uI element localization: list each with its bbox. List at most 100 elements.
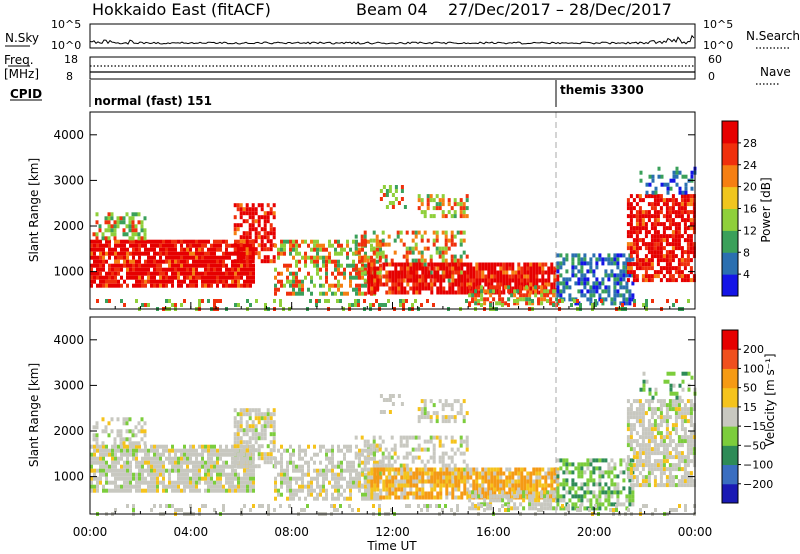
velocity-cell xyxy=(513,506,517,511)
velocity-cell xyxy=(372,439,376,444)
power-cell xyxy=(248,223,252,228)
velocity-cell xyxy=(219,464,222,469)
velocity-cell xyxy=(659,471,663,476)
power-cell xyxy=(349,283,352,288)
power-cell xyxy=(346,255,349,260)
power-cell xyxy=(180,279,183,284)
velocity-cell xyxy=(444,403,448,408)
power-cell xyxy=(177,271,180,276)
velocity-cell xyxy=(472,483,476,488)
velocity-cell xyxy=(274,496,277,501)
power-cell xyxy=(388,274,392,279)
velocity-cell xyxy=(546,494,550,499)
velocity-cell xyxy=(665,431,669,436)
nsearch-label: N.Search xyxy=(746,29,800,43)
velocity-cell xyxy=(421,475,425,480)
power-cell xyxy=(108,271,111,276)
velocity-cell xyxy=(653,467,657,472)
velocity-cell xyxy=(183,452,186,457)
velocity-cell xyxy=(529,487,533,492)
velocity-cell xyxy=(222,464,225,469)
power-cell xyxy=(132,267,135,272)
power-cell xyxy=(183,255,186,260)
power-cell xyxy=(650,206,654,211)
power-cell xyxy=(120,263,123,268)
power-cell xyxy=(204,263,207,268)
velocity-cell xyxy=(632,451,636,456)
power-cell xyxy=(427,262,431,267)
velocity-cell xyxy=(90,460,93,465)
power-cell xyxy=(93,247,96,252)
velocity-cell xyxy=(463,471,467,476)
velocity-cell xyxy=(233,444,237,449)
power-cell xyxy=(607,277,611,282)
velocity-cell xyxy=(565,466,569,471)
power-cell xyxy=(352,251,355,256)
velocity-cell xyxy=(367,448,370,453)
power-cell xyxy=(292,279,295,284)
velocity-cell xyxy=(589,458,593,463)
velocity-cell xyxy=(144,476,147,481)
velocity-cell xyxy=(659,479,663,484)
nsky-tick-top: 10^5 xyxy=(51,18,81,31)
velocity-cell xyxy=(489,506,493,511)
power-cell xyxy=(465,254,469,259)
velocity-cell xyxy=(147,464,150,469)
velocity-cell xyxy=(301,456,304,461)
power-cell xyxy=(489,285,493,290)
power-cell xyxy=(233,243,237,248)
velocity-cell xyxy=(104,425,108,430)
power-cell xyxy=(526,266,530,271)
velocity-cell xyxy=(251,460,255,465)
velocity-cell xyxy=(378,435,382,440)
power-cell xyxy=(213,243,216,248)
velocity-cell xyxy=(138,472,141,477)
power-cell xyxy=(379,189,383,193)
power-cell xyxy=(496,278,500,283)
power-cell xyxy=(665,198,669,203)
power-cell xyxy=(478,270,482,275)
power-cell xyxy=(370,278,374,283)
velocity-cell xyxy=(412,479,416,484)
power-cell xyxy=(150,259,153,264)
velocity-cell xyxy=(322,496,325,501)
power-cell xyxy=(237,267,240,272)
power-cell xyxy=(659,250,663,255)
power-cell xyxy=(385,290,389,295)
velocity-cell xyxy=(445,479,449,484)
velocity-cell xyxy=(501,490,505,495)
power-cell xyxy=(192,279,195,284)
velocity-cell xyxy=(319,492,322,497)
power-cell xyxy=(689,194,693,199)
power-cell xyxy=(668,226,672,231)
velocity-cell xyxy=(242,408,246,413)
power-cell xyxy=(138,263,141,268)
velocity-cell xyxy=(610,466,614,471)
power-cell xyxy=(234,267,237,272)
freq-tick-top: 18 xyxy=(64,53,78,66)
power-cell xyxy=(352,287,355,292)
velocity-cell xyxy=(528,494,532,499)
velocity-cell xyxy=(638,459,642,464)
velocity-cell xyxy=(225,464,228,469)
velocity-cell xyxy=(277,472,280,477)
power-cell xyxy=(143,228,147,233)
power-cell xyxy=(219,299,222,303)
power-cell xyxy=(463,274,467,279)
velocity-cell xyxy=(266,408,270,413)
power-cell xyxy=(418,266,422,271)
power-cell xyxy=(561,299,564,303)
velocity-cell xyxy=(436,479,440,484)
velocity-cell xyxy=(406,479,410,484)
velocity-cell xyxy=(638,407,642,412)
velocity-cell xyxy=(448,475,452,480)
power-cell xyxy=(165,259,168,264)
power-cell xyxy=(607,289,611,294)
power-cell xyxy=(116,224,120,229)
power-cell xyxy=(598,297,602,302)
power-cell xyxy=(367,274,371,279)
power-cell xyxy=(668,270,672,275)
velocity-cell xyxy=(604,498,608,503)
power-cell xyxy=(156,251,159,256)
power-y-axis-label: Slant Range [km] xyxy=(27,158,41,262)
